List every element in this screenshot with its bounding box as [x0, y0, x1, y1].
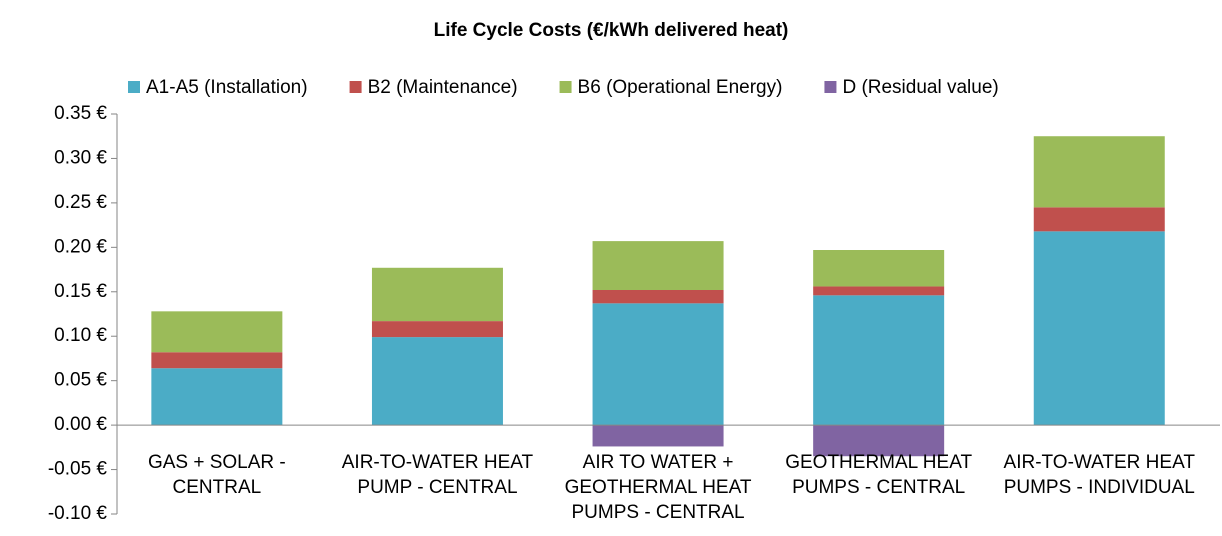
- y-tick-label: 0.35 €: [54, 103, 107, 124]
- legend-label: A1-A5 (Installation): [146, 77, 308, 98]
- legend-swatch: [128, 81, 140, 93]
- legend-label: B6 (Operational Energy): [578, 77, 783, 98]
- bar-segment: [592, 425, 724, 447]
- y-tick-label: 0.00 €: [54, 414, 107, 435]
- x-tick-label: AIR-TO-WATER HEAT PUMPS - INDIVIDUAL: [1003, 452, 1195, 498]
- y-tick-label: -0.10 €: [48, 503, 108, 524]
- bar-segment: [813, 250, 945, 287]
- bar-segment: [151, 311, 283, 353]
- y-tick-label: 0.10 €: [54, 325, 107, 346]
- bar-segment: [592, 241, 724, 290]
- bar-segment: [1033, 136, 1165, 208]
- bar-segment: [151, 352, 283, 369]
- bar-segment: [592, 303, 724, 426]
- x-tick-label: AIR TO WATER + GEOTHERMAL HEAT PUMPS - C…: [564, 452, 752, 523]
- legend-swatch: [349, 81, 362, 93]
- bar-segment: [371, 267, 503, 322]
- legend-swatch: [824, 81, 837, 93]
- bar-segment: [151, 368, 283, 426]
- bar-segment: [813, 425, 945, 457]
- y-tick-label: 0.25 €: [54, 192, 107, 213]
- x-tick-label: AIR-TO-WATER HEAT PUMP - CENTRAL: [341, 452, 534, 498]
- y-tick-label: 0.20 €: [54, 236, 107, 257]
- y-tick-label: -0.05 €: [48, 459, 108, 480]
- bar-segment: [1033, 231, 1165, 426]
- legend-label: D (Residual value): [842, 77, 998, 98]
- legend-label: B2 (Maintenance): [368, 77, 518, 98]
- y-tick-label: 0.05 €: [54, 370, 107, 391]
- bar-segment: [592, 290, 724, 304]
- x-tick-label: GAS + SOLAR - CENTRAL: [147, 452, 286, 498]
- bar-segment: [371, 321, 503, 338]
- y-tick-label: 0.30 €: [54, 147, 107, 168]
- legend-swatch: [559, 81, 572, 93]
- chart-title: Life Cycle Costs (€/kWh delivered heat): [434, 20, 789, 41]
- bar-segment: [813, 286, 945, 296]
- y-tick-label: 0.15 €: [54, 281, 107, 302]
- bar-segment: [813, 295, 945, 426]
- x-tick-label: GEOTHERMAL HEAT PUMPS - CENTRAL: [785, 452, 973, 498]
- bar-segment: [1033, 207, 1165, 232]
- bar-segment: [371, 337, 503, 426]
